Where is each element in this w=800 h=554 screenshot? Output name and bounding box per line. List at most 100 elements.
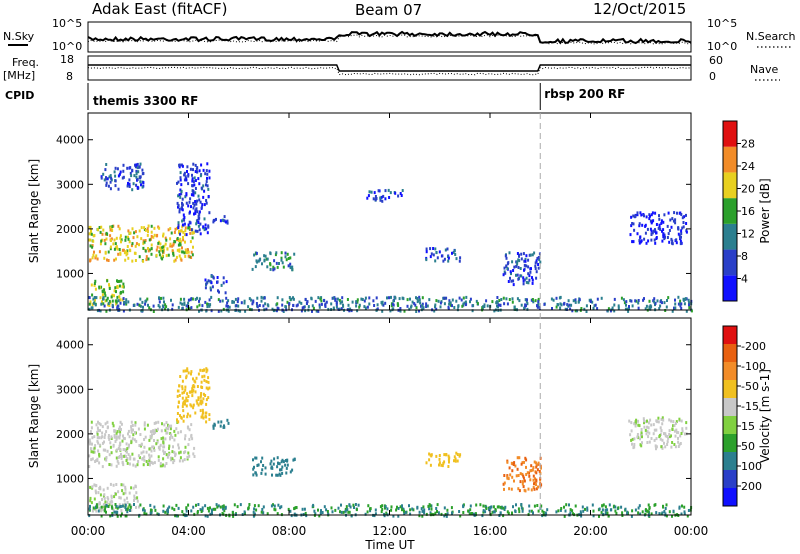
echo-cell xyxy=(157,420,160,424)
echo-cell xyxy=(184,369,187,373)
echo-cell xyxy=(97,429,100,432)
echo-cell xyxy=(636,211,639,215)
echo-cell xyxy=(109,445,112,449)
echo-cell xyxy=(95,423,98,427)
echo-cell xyxy=(227,299,230,303)
echo-cell xyxy=(432,247,435,250)
echo-cell xyxy=(680,213,683,216)
echo-cell xyxy=(567,299,570,303)
echo-cell xyxy=(508,466,511,470)
echo-cell xyxy=(181,219,184,223)
echo-cell xyxy=(111,512,114,515)
echo-cell xyxy=(609,309,612,313)
echo-cell xyxy=(194,170,197,173)
echo-cell xyxy=(533,460,536,464)
echo-cell xyxy=(200,163,203,167)
echo-cell xyxy=(646,425,649,429)
echo-cell xyxy=(655,447,657,451)
echo-cell xyxy=(337,307,340,311)
echo-cell xyxy=(633,443,636,446)
echo-cell xyxy=(507,511,510,515)
echo-cell xyxy=(91,256,94,260)
echo-cell xyxy=(104,448,107,452)
echo-cell xyxy=(535,259,538,263)
echo-cell xyxy=(649,219,652,223)
echo-cell xyxy=(203,228,206,232)
echo-cell xyxy=(103,304,106,308)
sky-tick-top: 10^5 xyxy=(52,17,82,30)
power-panel-frame xyxy=(87,112,692,311)
echo-cell xyxy=(675,420,678,424)
echo-cell xyxy=(161,249,164,253)
echo-region-9 xyxy=(502,251,542,287)
echo-cell xyxy=(592,509,595,513)
echo-cell xyxy=(105,458,108,462)
echo-cell xyxy=(201,506,204,510)
echo-cell xyxy=(638,241,641,245)
echo-cell xyxy=(114,179,117,183)
echo-cell xyxy=(260,471,263,475)
echo-cell xyxy=(119,298,122,302)
echo-cell xyxy=(168,444,171,448)
echo-cell xyxy=(217,298,220,302)
echo-cell xyxy=(272,268,275,272)
echo-cell xyxy=(358,305,361,309)
echo-cell xyxy=(181,396,184,400)
echo-cell xyxy=(438,250,441,254)
echo-cell xyxy=(685,230,688,234)
echo-cell xyxy=(327,307,330,311)
echo-cell xyxy=(641,441,643,445)
echo-cell xyxy=(164,303,167,307)
echo-cell xyxy=(312,306,315,310)
echo-cell xyxy=(94,489,97,493)
echo-cell xyxy=(668,435,671,439)
echo-cell xyxy=(118,279,121,283)
echo-cell xyxy=(532,511,534,515)
echo-cell xyxy=(181,387,184,391)
echo-cell xyxy=(418,298,421,302)
echo-cell xyxy=(663,301,666,305)
echo-cell xyxy=(521,461,524,465)
echo-cell xyxy=(505,297,508,301)
echo-cell xyxy=(437,299,440,303)
echo-cell xyxy=(172,253,175,257)
echo-cell xyxy=(451,298,454,302)
echo-cell xyxy=(251,267,254,271)
echo-cell xyxy=(674,218,677,222)
echo-cell xyxy=(639,235,642,239)
echo-cell xyxy=(528,278,531,282)
echo-cell xyxy=(515,503,517,507)
echo-cell xyxy=(139,176,142,180)
echo-cell xyxy=(192,245,194,249)
echo-cell xyxy=(469,297,472,301)
echo-cell xyxy=(210,281,213,285)
echo-cell xyxy=(517,277,520,281)
echo-cell xyxy=(398,297,401,301)
echo-cell xyxy=(162,463,165,467)
echo-cell xyxy=(95,296,98,300)
echo-cell xyxy=(120,512,123,516)
echo-cell xyxy=(128,462,131,466)
echo-cell xyxy=(182,414,185,418)
echo-cell xyxy=(222,281,225,285)
echo-cell xyxy=(109,245,112,249)
echo-cell xyxy=(192,162,195,166)
echo-cell xyxy=(630,299,633,303)
echo-cell xyxy=(190,256,193,259)
echo-cell xyxy=(204,286,207,290)
echo-cell xyxy=(445,514,448,518)
echo-cell xyxy=(115,236,118,240)
echo-cell xyxy=(446,508,449,512)
echo-cell xyxy=(116,506,119,510)
echo-cell xyxy=(100,239,103,243)
echo-cell xyxy=(664,434,667,438)
echo-cell xyxy=(96,426,99,430)
echo-cell xyxy=(177,405,180,409)
echo-cell xyxy=(653,238,656,242)
echo-cell xyxy=(625,300,628,304)
echo-cell xyxy=(142,181,145,185)
echo-cell xyxy=(252,458,254,462)
echo-cell xyxy=(662,418,665,422)
echo-cell xyxy=(125,459,128,462)
echo-cell xyxy=(598,514,600,518)
